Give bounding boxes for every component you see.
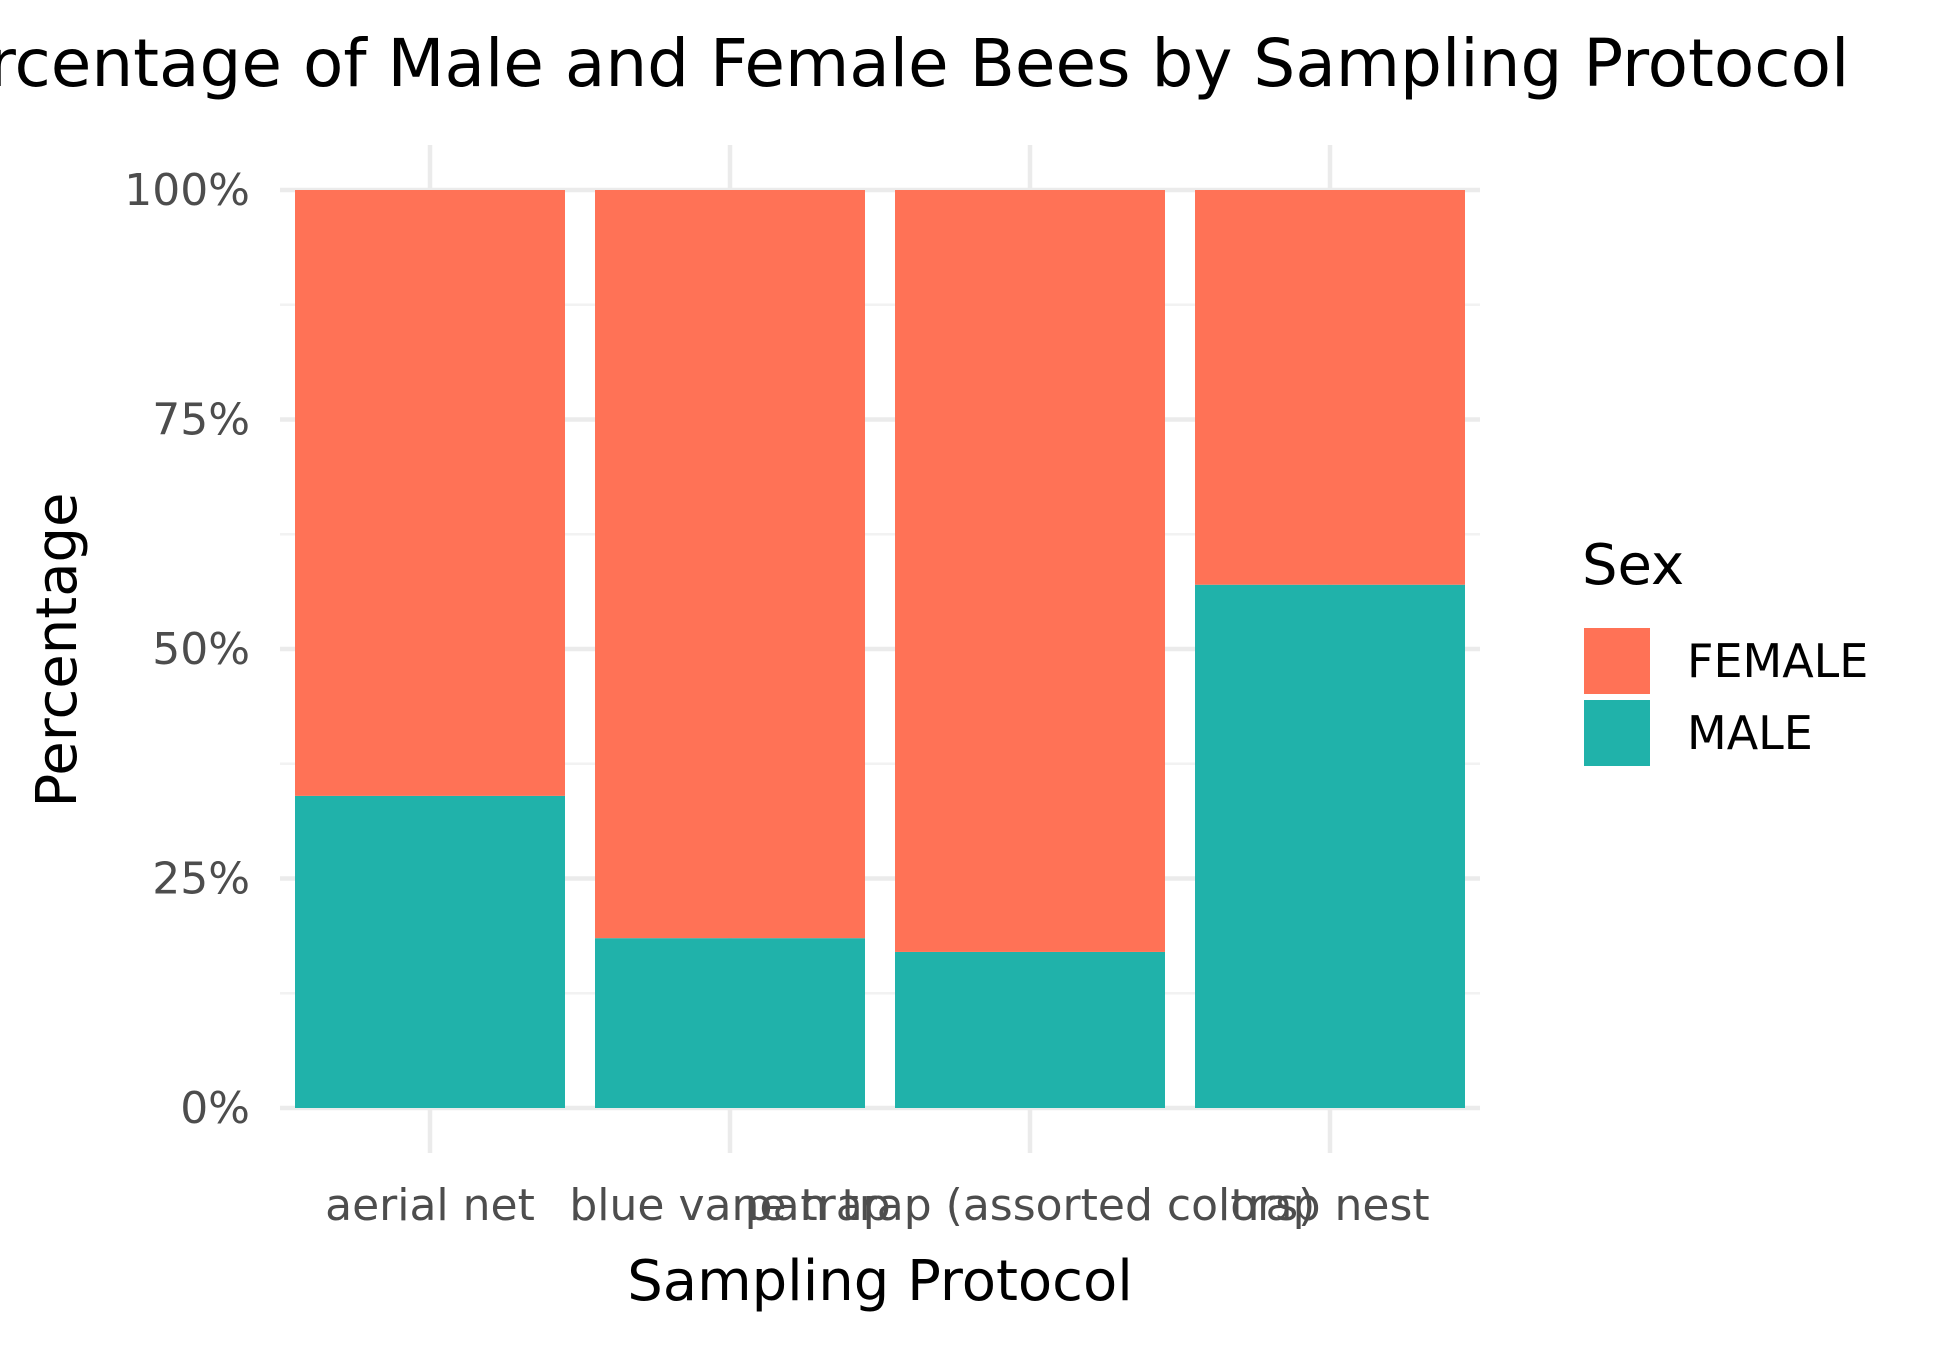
bar-female-4 [1195, 190, 1465, 585]
x-tick-label: trap nest [1230, 1180, 1429, 1231]
legend-label-female: FEMALE [1687, 634, 1868, 688]
y-tick-label: 100% [124, 165, 250, 216]
x-tick-label: pan trap (assorted colors) [745, 1180, 1316, 1231]
bar-male-4 [1195, 584, 1465, 1108]
legend-label-male: MALE [1687, 706, 1813, 760]
bar-male-3 [895, 951, 1165, 1108]
x-tick-label: blue vane trap [569, 1180, 890, 1231]
legend: Sex FEMALE MALE [1582, 533, 1868, 766]
bar-male-2 [595, 938, 865, 1108]
x-tick-label: aerial net [325, 1180, 535, 1231]
legend-title: Sex [1582, 533, 1684, 598]
legend-key-female [1584, 628, 1650, 694]
x-axis-title: Sampling Protocol [627, 1249, 1133, 1314]
bar-female-2 [595, 190, 865, 939]
bar-female-1 [295, 190, 565, 796]
bars [295, 190, 1465, 1108]
y-axis-title: Percentage [25, 492, 90, 807]
y-tick-label: 75% [152, 395, 250, 446]
y-axis-ticks: 0% 25% 50% 75% 100% [124, 165, 250, 1134]
legend-key-male [1584, 700, 1650, 766]
chart-title: Percentage of Male and Female Bees by Sa… [0, 25, 1849, 102]
y-tick-label: 0% [180, 1083, 250, 1134]
bar-male-1 [295, 795, 565, 1108]
y-tick-label: 25% [152, 854, 250, 905]
y-tick-label: 50% [152, 624, 250, 675]
bar-female-3 [895, 190, 1165, 952]
